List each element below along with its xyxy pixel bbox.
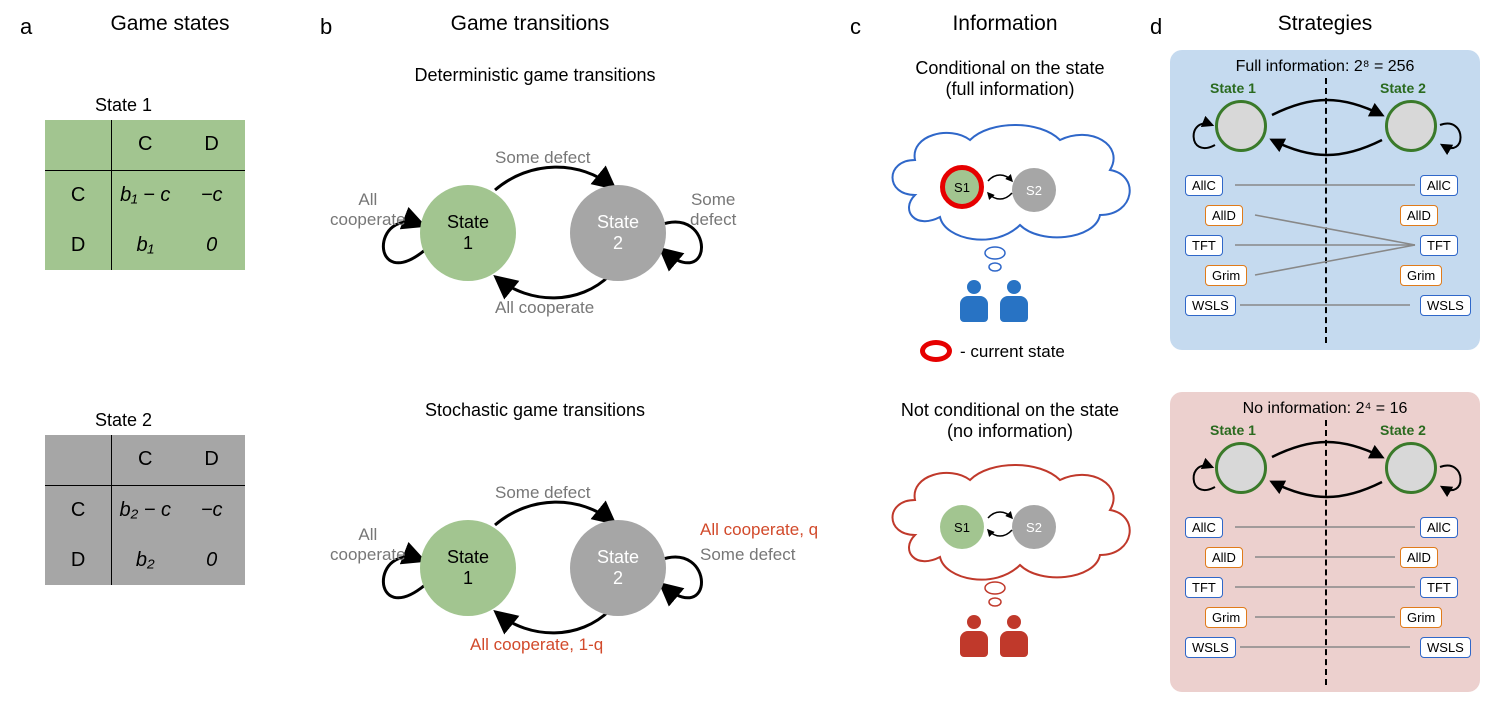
panel-c-title: Information <box>880 12 1130 36</box>
s2-r0c0: b₂ − c <box>112 485 179 535</box>
strat-item-grim: Grim <box>1205 265 1247 286</box>
state2-name: State 2 <box>95 410 152 431</box>
s1-r0c1: −c <box>178 170 245 220</box>
s2-r0c1: −c <box>178 485 245 535</box>
strat-item-grim: Grim <box>1400 265 1442 286</box>
c-full-title: Conditional on the state (full informati… <box>870 58 1150 100</box>
d-none-s2-label: State 2 <box>1380 422 1426 438</box>
strat-item-tft: TFT <box>1185 235 1223 256</box>
det-right-label: Some defect <box>690 190 736 230</box>
sto-top-label: Some defect <box>495 483 590 503</box>
c-full-person2 <box>1000 280 1028 322</box>
d-full-arrows <box>1182 95 1472 165</box>
d-full-s2-label: State 2 <box>1380 80 1426 96</box>
c-none-s1: S1 <box>940 505 984 549</box>
strat-item-alld: AllD <box>1400 205 1438 226</box>
s1-r1c0: b₁ <box>112 220 179 270</box>
s2-row0-h: C <box>45 485 112 535</box>
d-none-s1-label: State 1 <box>1210 422 1256 438</box>
sto-left-label: All cooperate <box>330 525 406 565</box>
s2-r1c0: b₂ <box>112 535 179 585</box>
strat-item-wsls: WSLS <box>1185 295 1236 316</box>
s1-row0-h: C <box>45 170 112 220</box>
panel-b-title: Game transitions <box>380 12 680 36</box>
c-none-person2 <box>1000 615 1028 657</box>
c-none-mini-arrows <box>985 510 1015 540</box>
strat-item-tft: TFT <box>1420 577 1458 598</box>
strat-item-wsls: WSLS <box>1420 637 1471 658</box>
ring-legend-icon <box>920 340 952 362</box>
strat-item-grim: Grim <box>1205 607 1247 628</box>
strat-item-allc: AllC <box>1420 517 1458 538</box>
s2-row1-h: D <box>45 535 112 585</box>
sto-state2-circle: State 2 <box>570 520 666 616</box>
s2-header-c: C <box>112 435 179 485</box>
sto-right-red-label: All cooperate, q <box>700 520 818 540</box>
strat-item-allc: AllC <box>1185 517 1223 538</box>
c-none-person1 <box>960 615 988 657</box>
panel-b-label: b <box>320 14 332 40</box>
strat-item-allc: AllC <box>1420 175 1458 196</box>
c-none-title: Not conditional on the state (no informa… <box>860 400 1160 442</box>
det-state2-circle: State 2 <box>570 185 666 281</box>
c-full-s2: S2 <box>1012 168 1056 212</box>
panel-d-label: d <box>1150 14 1162 40</box>
det-top-label: Some defect <box>495 148 590 168</box>
det-left-label: All cooperate <box>330 190 406 230</box>
det-state1-circle: State 1 <box>420 185 516 281</box>
payoff-table-state1: C D C b₁ − c −c D b₁ 0 <box>45 120 245 270</box>
s2-header-d: D <box>178 435 245 485</box>
s1-header-c: C <box>112 120 179 170</box>
d-full-heading: Full information: 2⁸ = 256 <box>1180 58 1470 76</box>
state1-name: State 1 <box>95 95 152 116</box>
d-none-arrows <box>1182 437 1472 507</box>
strat-item-grim: Grim <box>1400 607 1442 628</box>
d-full-s1-label: State 1 <box>1210 80 1256 96</box>
c-none-s2: S2 <box>1012 505 1056 549</box>
panel-d-title: Strategies <box>1200 12 1450 36</box>
c-full-person1 <box>960 280 988 322</box>
s1-r1c1: 0 <box>178 220 245 270</box>
d-none-heading: No information: 2⁴ = 16 <box>1180 400 1470 418</box>
s1-row1-h: D <box>45 220 112 270</box>
s1-header-d: D <box>178 120 245 170</box>
s2-r1c1: 0 <box>178 535 245 585</box>
payoff-table-state2: C D C b₂ − c −c D b₂ 0 <box>45 435 245 585</box>
panel-a-label: a <box>20 14 32 40</box>
strat-item-wsls: WSLS <box>1185 637 1236 658</box>
sto-state1-circle: State 1 <box>420 520 516 616</box>
strat-item-tft: TFT <box>1185 577 1223 598</box>
strat-item-alld: AllD <box>1205 205 1243 226</box>
ring-legend-text: - current state <box>960 342 1065 362</box>
strat-item-tft: TFT <box>1420 235 1458 256</box>
sto-right-gray-label: Some defect <box>700 545 795 565</box>
det-bottom-label: All cooperate <box>495 298 594 318</box>
c-none-bubbles <box>975 580 1015 620</box>
panel-a-title: Game states <box>70 12 270 36</box>
c-full-mini-arrows <box>985 173 1015 203</box>
sto-title: Stochastic game transitions <box>370 400 700 421</box>
s1-r0c0: b₁ − c <box>112 170 179 220</box>
c-full-bubbles <box>975 245 1015 285</box>
panel-c-label: c <box>850 14 861 40</box>
c-full-s1: S1 <box>940 165 984 209</box>
strat-item-wsls: WSLS <box>1420 295 1471 316</box>
strat-item-allc: AllC <box>1185 175 1223 196</box>
strat-item-alld: AllD <box>1400 547 1438 568</box>
sto-bottom-label: All cooperate, 1-q <box>470 635 603 655</box>
det-title: Deterministic game transitions <box>370 65 700 86</box>
strat-item-alld: AllD <box>1205 547 1243 568</box>
